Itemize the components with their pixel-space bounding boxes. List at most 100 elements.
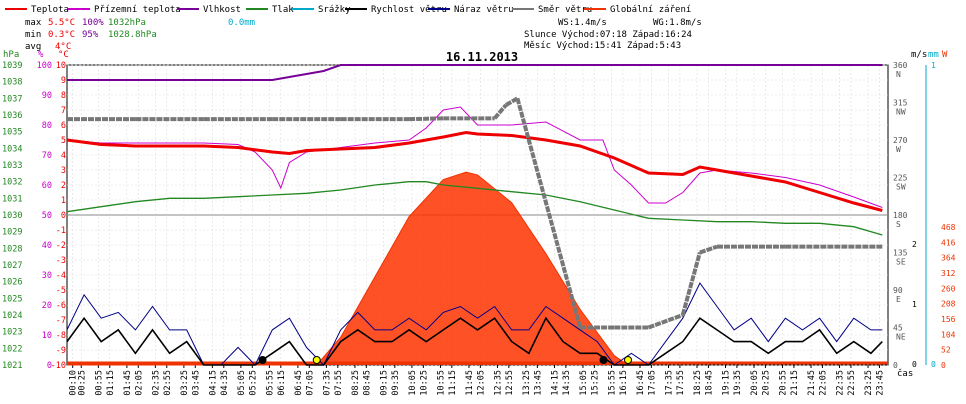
wind-dir-segment [493, 103, 508, 120]
x-tick-label: 19:35 [733, 370, 743, 396]
hpa-tick-label: 1031 [2, 194, 22, 204]
x-tick-label: 06:45 [294, 370, 304, 396]
x-tick-label: 18:45 [704, 370, 714, 396]
pct-tick-label: 70 [42, 151, 52, 161]
stats-min-temp: 0.3°C [48, 30, 75, 40]
speed-tick-label: 0 [912, 360, 917, 369]
x-tick-label: 18:25 [693, 370, 703, 396]
x-tick-label: 17:05 [647, 370, 657, 396]
rad-tick-label: 260 [941, 284, 956, 293]
temp-tick-label: 9 [61, 76, 66, 86]
pct-tick-label: 20 [42, 301, 52, 311]
x-tick-label: 04:35 [220, 370, 230, 396]
legend-label: Náraz větru [454, 5, 514, 15]
x-axis-title: čas [897, 368, 913, 379]
info-moon: Měsíc Východ:15:41 Západ:5:43 [524, 41, 681, 51]
temp-tick-label: 1 [61, 196, 66, 206]
temp-tick-label: -7 [56, 316, 66, 326]
legend-label: Srážky [318, 5, 351, 15]
legend-label: Teplota [31, 5, 69, 15]
sunset-marker [624, 356, 633, 364]
x-tick-label: 12:55 [505, 370, 515, 396]
x-tick-label: 11:15 [448, 370, 458, 396]
rad-tick-label: 364 [941, 254, 956, 263]
legend-label: Vlhkost [203, 5, 241, 15]
info-wg: WG:1.8m/s [653, 18, 702, 28]
x-tick-label: 07:55 [334, 370, 344, 396]
x-tick-label: 17:55 [676, 370, 686, 396]
rad-tick-label: 52 [941, 346, 951, 355]
x-tick-label: 20:05 [750, 370, 760, 396]
x-tick-label: 17:35 [664, 370, 674, 396]
dir-compass-label: N [896, 70, 901, 79]
x-tick-label: 07:05 [305, 370, 315, 396]
rain-tick-label: 1 [931, 61, 936, 70]
temp-tick-label: -8 [56, 331, 66, 341]
x-tick-label: 05:25 [248, 370, 258, 396]
dir-tick-label: 315 [893, 99, 908, 108]
hpa-tick-label: 1022 [2, 344, 22, 354]
x-tick-label: 10:55 [436, 370, 446, 396]
wind-dir-segment [409, 116, 444, 122]
pct-tick-label: 90 [42, 91, 52, 101]
x-tick-label: 14:15 [550, 370, 560, 396]
hpa-tick-label: 1024 [2, 311, 22, 321]
wind-dir-segment [504, 96, 519, 107]
sunrise-marker [312, 356, 321, 364]
dir-tick-label: 135 [893, 249, 908, 258]
dir-tick-label: 90 [893, 286, 903, 295]
dir-tick-label: 225 [893, 174, 908, 183]
moonrise-marker [599, 356, 608, 364]
legend-label: Přízemní teplota [94, 5, 181, 15]
x-tick-label: 14:35 [562, 370, 572, 396]
temp-tick-label: 7 [61, 106, 66, 116]
legend-label: Tlak [272, 5, 294, 15]
wind-dir-segment [699, 244, 718, 255]
x-tick-label: 00:25 [77, 370, 87, 396]
hpa-tick-label: 1034 [2, 144, 22, 154]
wind-dir-segment [647, 313, 684, 330]
markers-layer [258, 356, 633, 364]
pct-tick-label: 80 [42, 121, 52, 131]
hpa-tick-label: 1025 [2, 294, 22, 304]
hpa-tick-label: 1027 [2, 261, 22, 271]
x-tick-label: 13:45 [533, 370, 543, 396]
wind-dir-segment [515, 97, 583, 329]
pct-axis-title: % [38, 50, 44, 60]
x-tick-label: 00:10 [69, 370, 79, 396]
x-tick-label: 15:05 [579, 370, 589, 396]
wind-speed-line [66, 316, 883, 366]
x-tick-label: 02:05 [134, 370, 144, 396]
x-tick-label: 23:45 [875, 370, 885, 396]
hpa-tick-label: 1039 [2, 61, 22, 71]
dir-compass-label: E [896, 295, 901, 304]
stats-avg-label: avg [25, 42, 41, 52]
pct-tick-label: 40 [42, 241, 52, 251]
dir-compass-label: W [896, 145, 901, 154]
hpa-tick-label: 1028 [2, 244, 22, 254]
x-tick-label: 23:25 [864, 370, 874, 396]
hpa-tick-label: 1030 [2, 211, 22, 221]
x-tick-label: 06:15 [277, 370, 287, 396]
x-tick-label: 08:25 [351, 370, 361, 396]
temp-tick-label: -5 [56, 286, 66, 296]
hpa-tick-label: 1035 [2, 128, 22, 138]
pct-tick-label: 60 [42, 181, 52, 191]
dir-compass-label: SW [896, 183, 906, 192]
dir-tick-label: 180 [893, 211, 908, 220]
x-tick-label: 13:25 [522, 370, 532, 396]
x-tick-label: 12:05 [476, 370, 486, 396]
temp-tick-label: 2 [61, 181, 66, 191]
x-tick-label: 22:35 [836, 370, 846, 396]
rad-tick-label: 468 [941, 223, 956, 232]
x-tick-label: 04:15 [208, 370, 218, 396]
x-tick-label: 05:05 [237, 370, 247, 396]
temp-tick-label: 8 [61, 91, 66, 101]
legend-label: Rychlost větru [371, 5, 447, 15]
dir-compass-label: S [896, 220, 901, 229]
x-tick-label: 01:15 [106, 370, 116, 396]
temp-tick-label: -4 [56, 271, 66, 281]
rad-tick-label: 416 [941, 238, 956, 247]
